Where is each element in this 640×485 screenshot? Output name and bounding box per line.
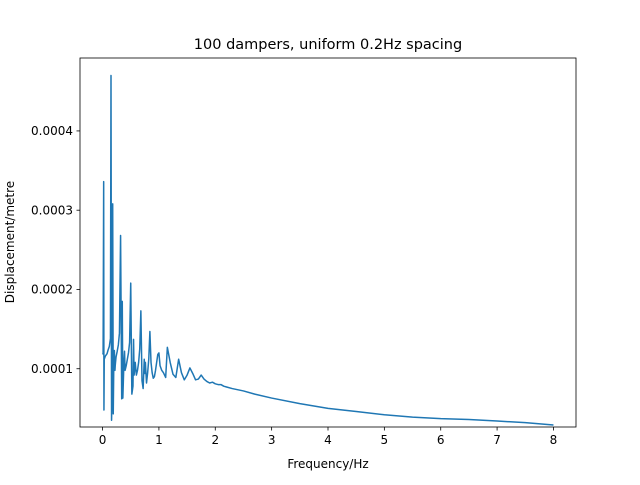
plot-area [101, 74, 554, 426]
chart-title: 100 dampers, uniform 0.2Hz spacing [194, 37, 462, 53]
x-axis-label: Frequency/Hz [287, 457, 368, 471]
y-tick-label: 0.0004 [31, 124, 73, 138]
y-tick-label: 0.0001 [31, 362, 73, 376]
series-line [101, 74, 554, 426]
y-tick-label: 0.0003 [31, 203, 73, 217]
x-tick-label: 3 [268, 433, 276, 447]
x-tick-label: 8 [550, 433, 558, 447]
x-tick-label: 5 [381, 433, 389, 447]
y-axis-label: Displacement/metre [3, 181, 17, 303]
x-axis: 0 1 2 3 4 5 6 7 8 [99, 427, 558, 447]
x-tick-label: 6 [437, 433, 445, 447]
y-axis: 0.0001 0.0002 0.0003 0.0004 [31, 124, 80, 376]
x-tick-label: 0 [99, 433, 107, 447]
x-tick-label: 4 [324, 433, 332, 447]
x-tick-label: 2 [211, 433, 219, 447]
y-tick-label: 0.0002 [31, 283, 73, 297]
x-tick-label: 7 [493, 433, 501, 447]
x-tick-label: 1 [155, 433, 163, 447]
